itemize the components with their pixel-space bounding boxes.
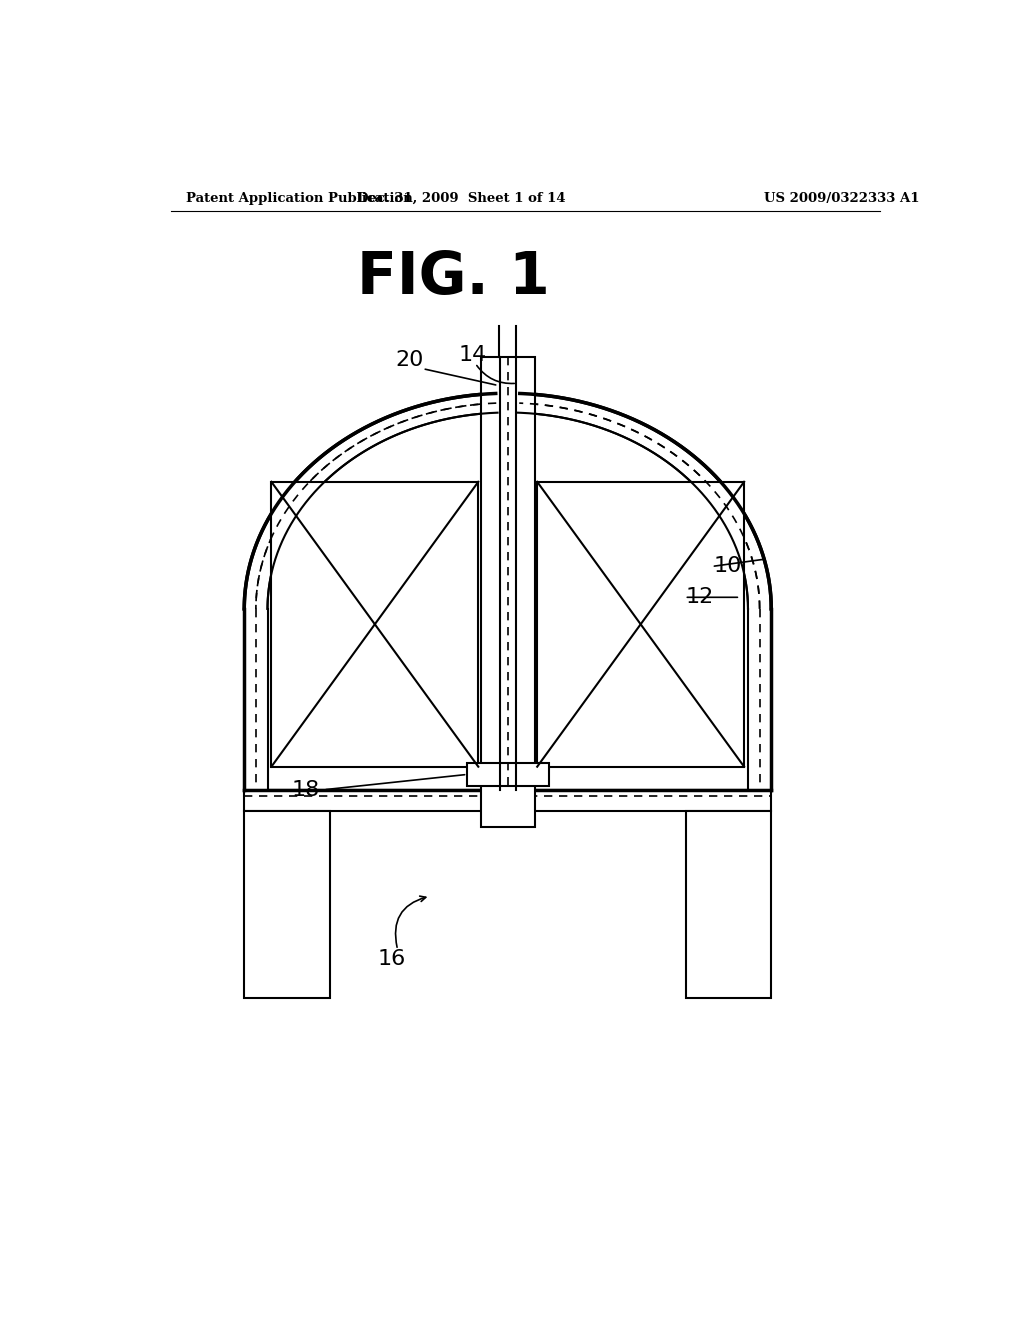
Text: 20: 20 — [395, 350, 424, 370]
Bar — [498, 326, 518, 432]
Text: FIG. 1: FIG. 1 — [357, 249, 550, 306]
Bar — [480, 358, 535, 826]
Text: US 2009/0322333 A1: US 2009/0322333 A1 — [764, 191, 919, 205]
Text: Patent Application Publication: Patent Application Publication — [186, 191, 413, 205]
Bar — [245, 812, 330, 998]
Text: Dec. 31, 2009  Sheet 1 of 14: Dec. 31, 2009 Sheet 1 of 14 — [357, 191, 565, 205]
Text: 10: 10 — [713, 557, 741, 577]
Text: 12: 12 — [686, 587, 715, 607]
Bar — [538, 482, 744, 767]
Bar — [271, 482, 478, 767]
Bar — [467, 763, 549, 785]
Bar — [686, 812, 771, 998]
Text: 18: 18 — [292, 780, 321, 800]
Text: 16: 16 — [378, 949, 406, 969]
Text: 14: 14 — [459, 345, 487, 364]
Bar — [245, 789, 771, 812]
